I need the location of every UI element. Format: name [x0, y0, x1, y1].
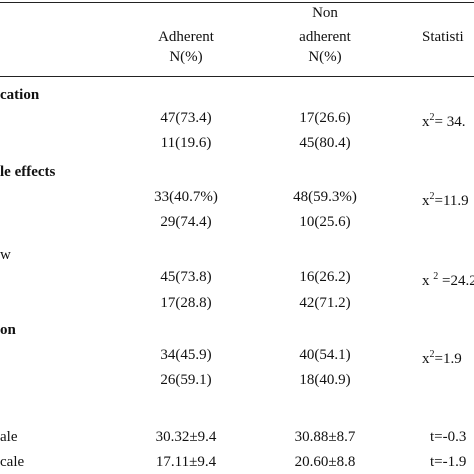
adherent-cell: 17(28.8) [160, 295, 212, 311]
non-adherent-cell: 45(80.4) [299, 135, 351, 151]
statistic-cell: t=-1.9 [430, 454, 467, 470]
non-adherent-cell: 18(40.9) [299, 372, 351, 388]
section-label: le effects [0, 164, 56, 180]
non-adherent-cell: 10(25.6) [299, 214, 351, 230]
header-adherent: Adherent [158, 29, 214, 45]
statistic-cell: x2=1.9 [422, 346, 462, 368]
non-adherent-cell: 40(54.1) [299, 347, 351, 363]
statistic-cell: t=-0.3 [430, 429, 467, 445]
stat-part: = 34. [434, 114, 466, 130]
non-adherent-cell: 42(71.2) [299, 295, 351, 311]
statistic-cell: x2=11.9 [422, 188, 469, 210]
stat-part: 2 [429, 112, 435, 123]
top-rule [0, 2, 474, 3]
stat-part: x [422, 114, 430, 130]
header-non-adherent: Non [312, 5, 338, 21]
non-adherent-cell: 48(59.3%) [293, 189, 357, 205]
stat-part: x [422, 273, 434, 289]
non-adherent-cell: 30.88±8.7 [294, 429, 356, 445]
adherent-cell: 47(73.4) [160, 110, 212, 126]
section-label: on [0, 322, 16, 338]
row-label: cale [0, 454, 25, 470]
header-adherent: N(%) [169, 49, 203, 65]
statistic-cell: x 2 =24.2 [422, 268, 474, 290]
stat-part: =11.9 [434, 193, 469, 209]
header-rule [0, 76, 474, 77]
statistic-cell: x2= 34. [422, 109, 465, 131]
stat-part: 2 [429, 191, 435, 202]
header-non-adherent: N(%) [308, 49, 342, 65]
section-label: cation [0, 87, 40, 103]
stat-part: =24.2 [438, 273, 474, 289]
adherent-cell: 33(40.7%) [154, 189, 218, 205]
adherent-cell: 17.11±9.4 [155, 454, 217, 470]
non-adherent-cell: 20.60±8.8 [294, 454, 356, 470]
adherent-cell: 34(45.9) [160, 347, 212, 363]
header-non-adherent: adherent [299, 29, 351, 45]
header-statistic: Statisti [422, 29, 464, 45]
row-label: w [0, 247, 11, 263]
non-adherent-cell: 16(26.2) [299, 269, 351, 285]
adherent-cell: 30.32±9.4 [155, 429, 217, 445]
adherent-cell: 11(19.6) [160, 135, 212, 151]
adherent-cell: 45(73.8) [160, 269, 212, 285]
adherent-cell: 26(59.1) [160, 372, 212, 388]
stat-part: x [422, 351, 430, 367]
stat-part: x [422, 193, 430, 209]
non-adherent-cell: 17(26.6) [299, 110, 351, 126]
adherent-cell: 29(74.4) [160, 214, 212, 230]
stat-part: 2 [433, 271, 439, 282]
row-label: ale [0, 429, 18, 445]
stat-part: 2 [429, 349, 435, 360]
stat-part: =1.9 [434, 351, 462, 367]
